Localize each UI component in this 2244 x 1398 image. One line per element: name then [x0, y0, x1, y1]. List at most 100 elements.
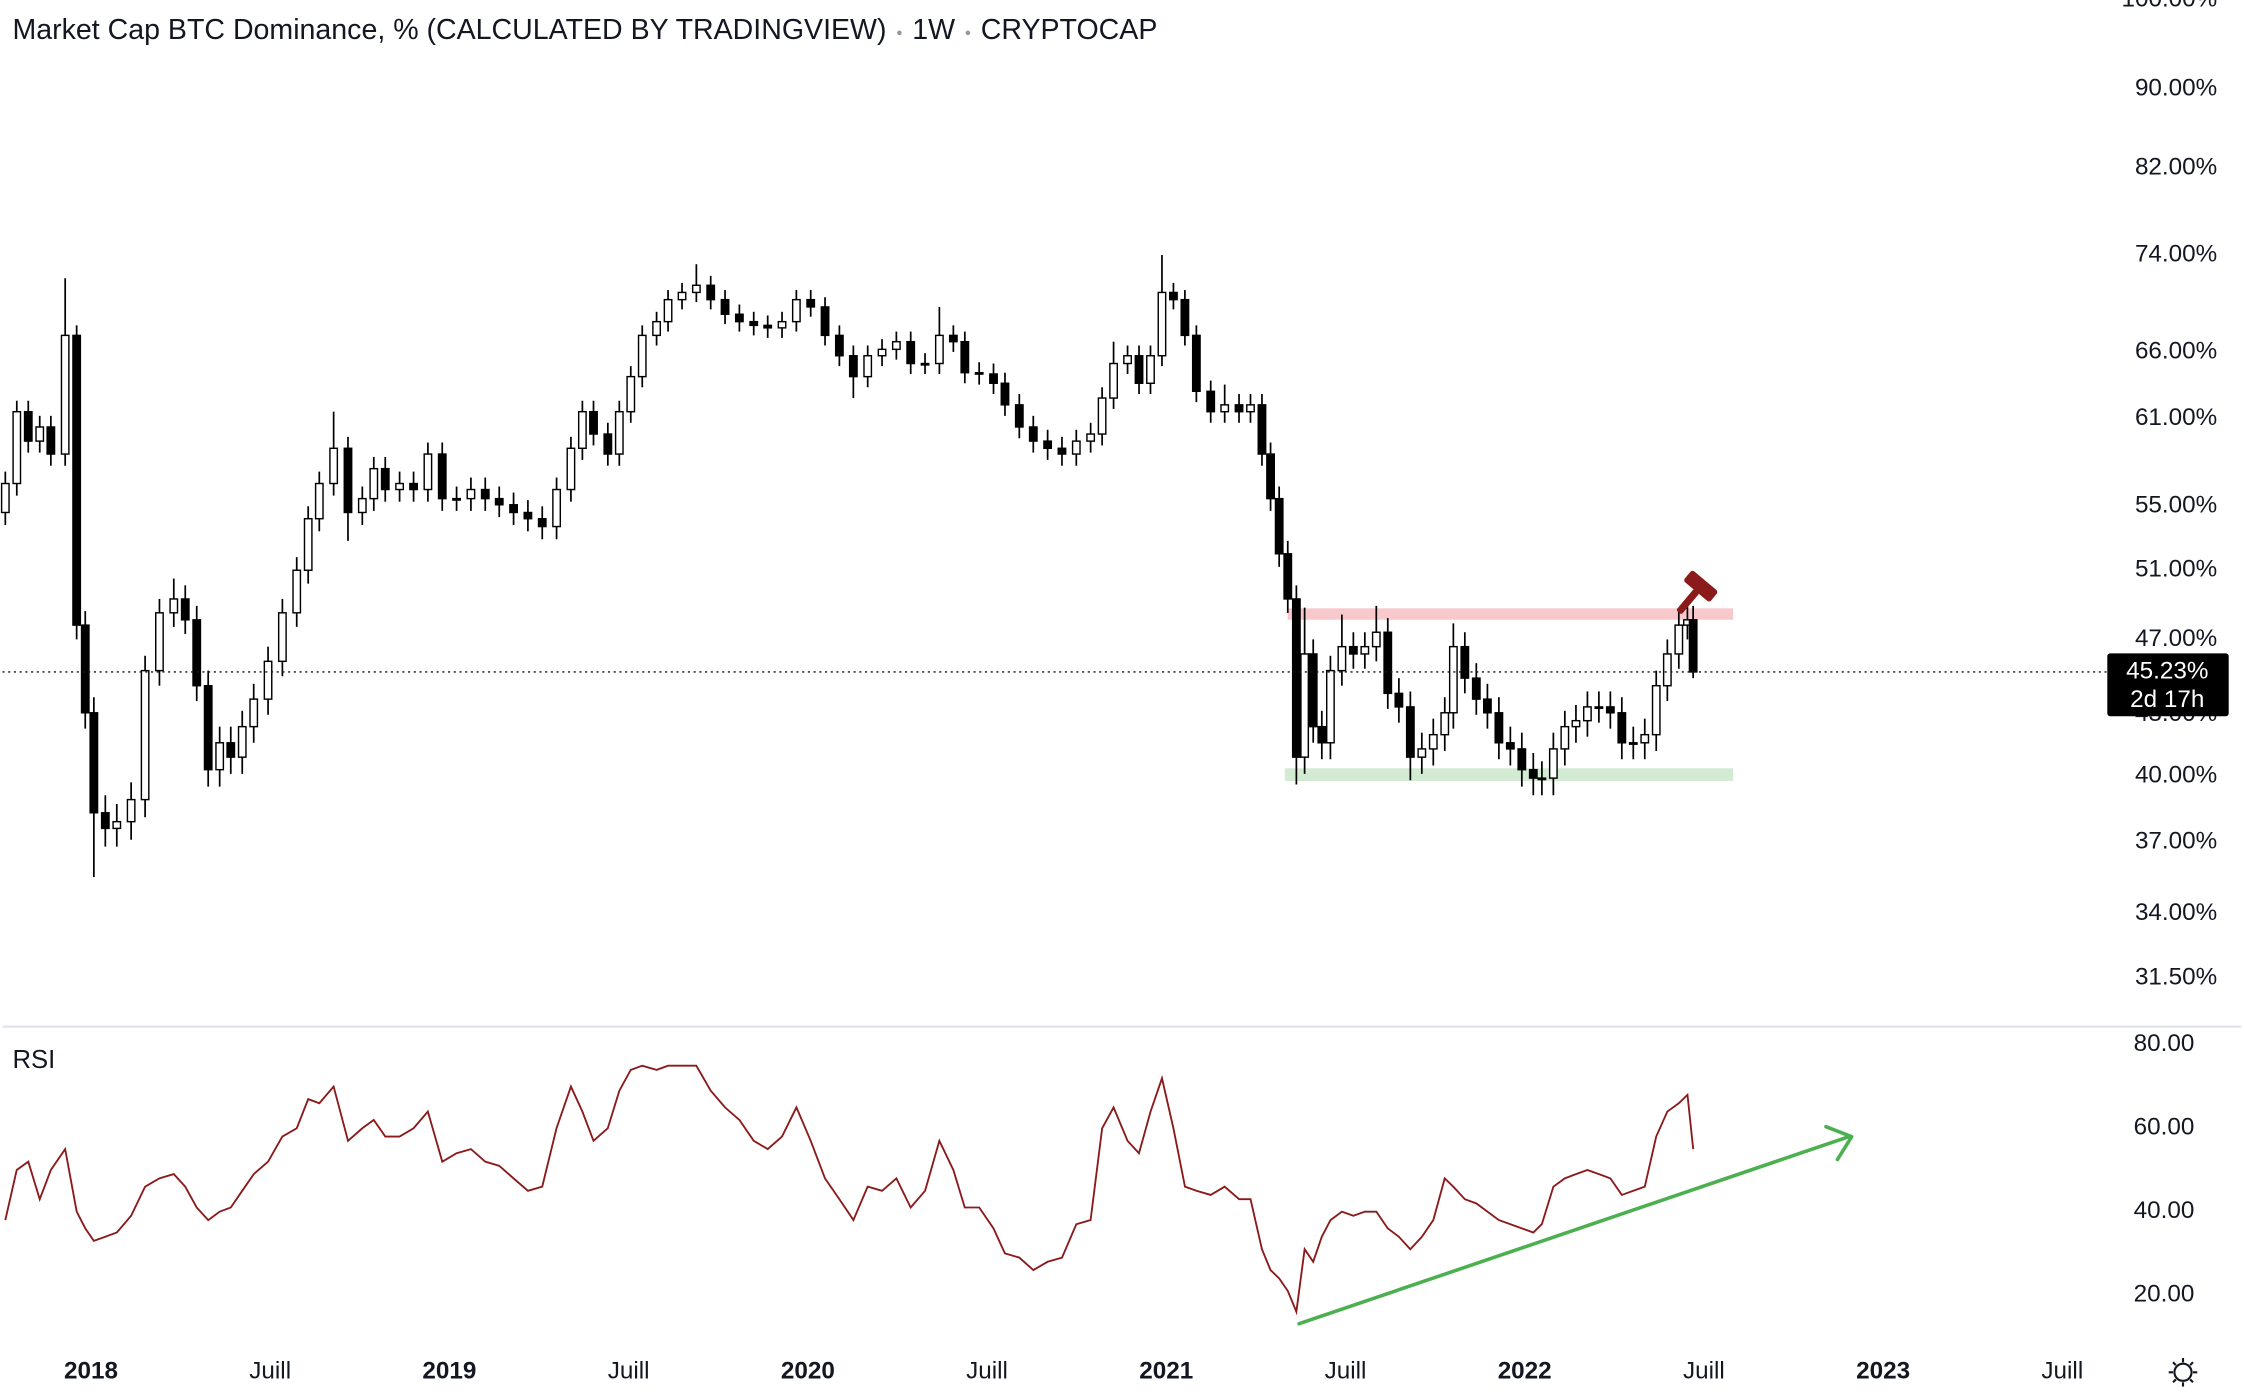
candle-body — [791, 298, 801, 323]
candle-body — [1266, 453, 1275, 500]
candle-body — [1688, 619, 1698, 673]
candle-body — [0, 482, 10, 514]
candle-body — [80, 624, 90, 714]
y-tick-label: 55.00% — [2135, 492, 2217, 519]
y-tick-label: 61.00% — [2135, 404, 2217, 431]
y-tick-label: 51.00% — [2135, 556, 2217, 583]
candle-body — [303, 517, 313, 571]
candle-body — [1360, 645, 1370, 655]
candles — [0, 255, 1698, 878]
candle-body — [380, 467, 390, 491]
y-tick-label: 31.50% — [2135, 964, 2217, 991]
y-tick-label: 60.00 — [2134, 1114, 2195, 1141]
candle-body — [1043, 440, 1053, 449]
candle-body — [277, 612, 287, 663]
candle-body — [1097, 397, 1107, 435]
candle-body — [1394, 692, 1404, 708]
candle-body — [60, 334, 70, 455]
candle-body — [112, 820, 122, 830]
candle-body — [1428, 733, 1438, 750]
candle-body — [1494, 712, 1504, 744]
resistance-zone — [1287, 608, 1734, 620]
candle-body — [1000, 382, 1010, 406]
candle-body — [537, 517, 547, 528]
candle-body — [637, 334, 647, 378]
settings-icon[interactable] — [2168, 1358, 2198, 1387]
candle-body — [480, 488, 490, 500]
candle-body — [663, 298, 673, 323]
price-tag-label: 45.23% — [2126, 657, 2208, 684]
candle-body — [1086, 433, 1096, 442]
candle-body — [140, 669, 150, 801]
candle-body — [1628, 742, 1638, 745]
candle-body — [314, 482, 324, 520]
candle-body — [89, 712, 99, 814]
candle-body — [263, 660, 273, 700]
candle-body — [343, 447, 353, 514]
candle-body — [1460, 645, 1470, 679]
candle-body — [12, 410, 22, 485]
candle-body — [437, 453, 447, 500]
y-tick-label: 20.00 — [2134, 1281, 2195, 1308]
y-tick-label: 82.00% — [2135, 153, 2217, 180]
candle-body — [552, 488, 562, 528]
candle-body — [566, 447, 576, 491]
candle-body — [1180, 298, 1190, 337]
drawings-overlay — [1297, 570, 1854, 1326]
candle-body — [706, 284, 716, 301]
candle-body — [494, 497, 504, 506]
chart-title: Market Cap BTC Dominance, % (CALCULATED … — [12, 14, 886, 46]
candle-body — [1283, 553, 1293, 600]
candle-body — [1482, 698, 1492, 714]
candle-body — [1383, 631, 1393, 695]
candle-body — [1405, 706, 1415, 758]
candle-body — [1560, 725, 1570, 750]
candle-body — [626, 375, 636, 413]
y-tick-label: 40.00 — [2134, 1197, 2195, 1224]
candle-body — [763, 324, 773, 329]
candle-body — [452, 497, 462, 501]
candle-body — [395, 482, 405, 491]
candle-body — [1317, 725, 1327, 744]
candle-body — [203, 684, 213, 771]
candle-body — [1471, 677, 1481, 700]
gavel-head — [1684, 570, 1718, 602]
indicator-title: RSI — [12, 1046, 55, 1074]
candle-body — [652, 320, 662, 337]
x-tick-label: Juill — [966, 1358, 1008, 1385]
candle-body — [155, 612, 164, 672]
candle-body — [1274, 497, 1284, 555]
candle-body — [577, 410, 587, 449]
candle-body — [1348, 645, 1358, 655]
candle-body — [1674, 624, 1684, 655]
candle-body — [1594, 706, 1604, 710]
x-tick-label: 2023 — [1856, 1358, 1910, 1385]
candle-body — [466, 488, 476, 500]
gavel-icon — [1676, 570, 1718, 614]
candle-body — [1617, 712, 1627, 744]
support-zone — [1284, 768, 1734, 782]
candle-body — [237, 725, 247, 758]
candle-body — [1548, 748, 1558, 779]
candle-body — [1191, 334, 1201, 393]
candle-body — [1291, 598, 1301, 758]
candle-body — [677, 291, 687, 301]
candle-body — [834, 334, 844, 357]
y-tick-label: 37.00% — [2135, 827, 2217, 854]
drawings — [1284, 608, 1734, 782]
x-tick-label: 2020 — [781, 1358, 835, 1385]
candle-body — [960, 340, 970, 374]
y-tick-label: 74.00% — [2135, 240, 2217, 267]
y-tick-label: 47.00% — [2135, 625, 2217, 652]
candle-body — [126, 798, 136, 823]
candle-body — [1169, 291, 1178, 301]
candle-body — [292, 569, 302, 614]
candle-body — [820, 306, 830, 337]
separator-dot — [965, 30, 971, 36]
candle-body — [948, 334, 958, 343]
candle-body — [989, 373, 998, 384]
gavel-handle — [1676, 589, 1699, 614]
candle-body — [1014, 404, 1024, 428]
